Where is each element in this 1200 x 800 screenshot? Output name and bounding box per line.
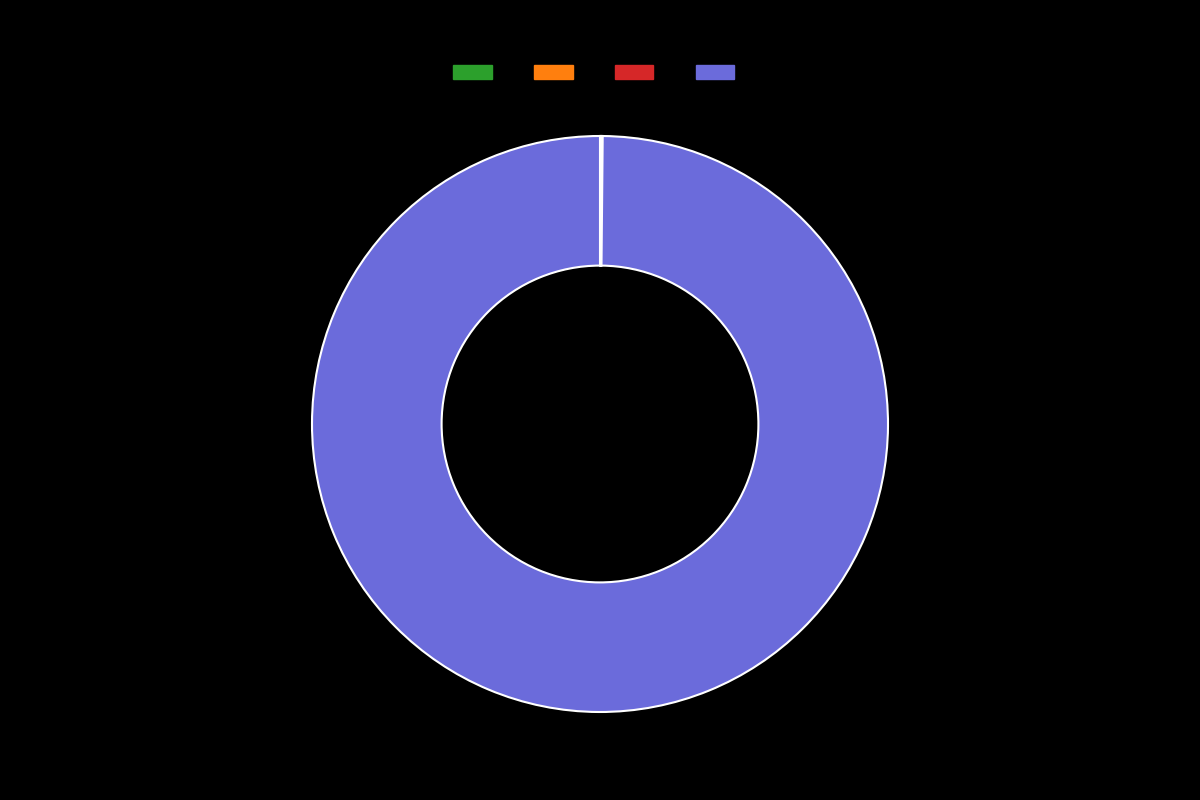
Wedge shape [312, 136, 888, 712]
Wedge shape [601, 136, 602, 266]
Legend: , , , : , , , [445, 58, 755, 87]
Wedge shape [600, 136, 602, 266]
